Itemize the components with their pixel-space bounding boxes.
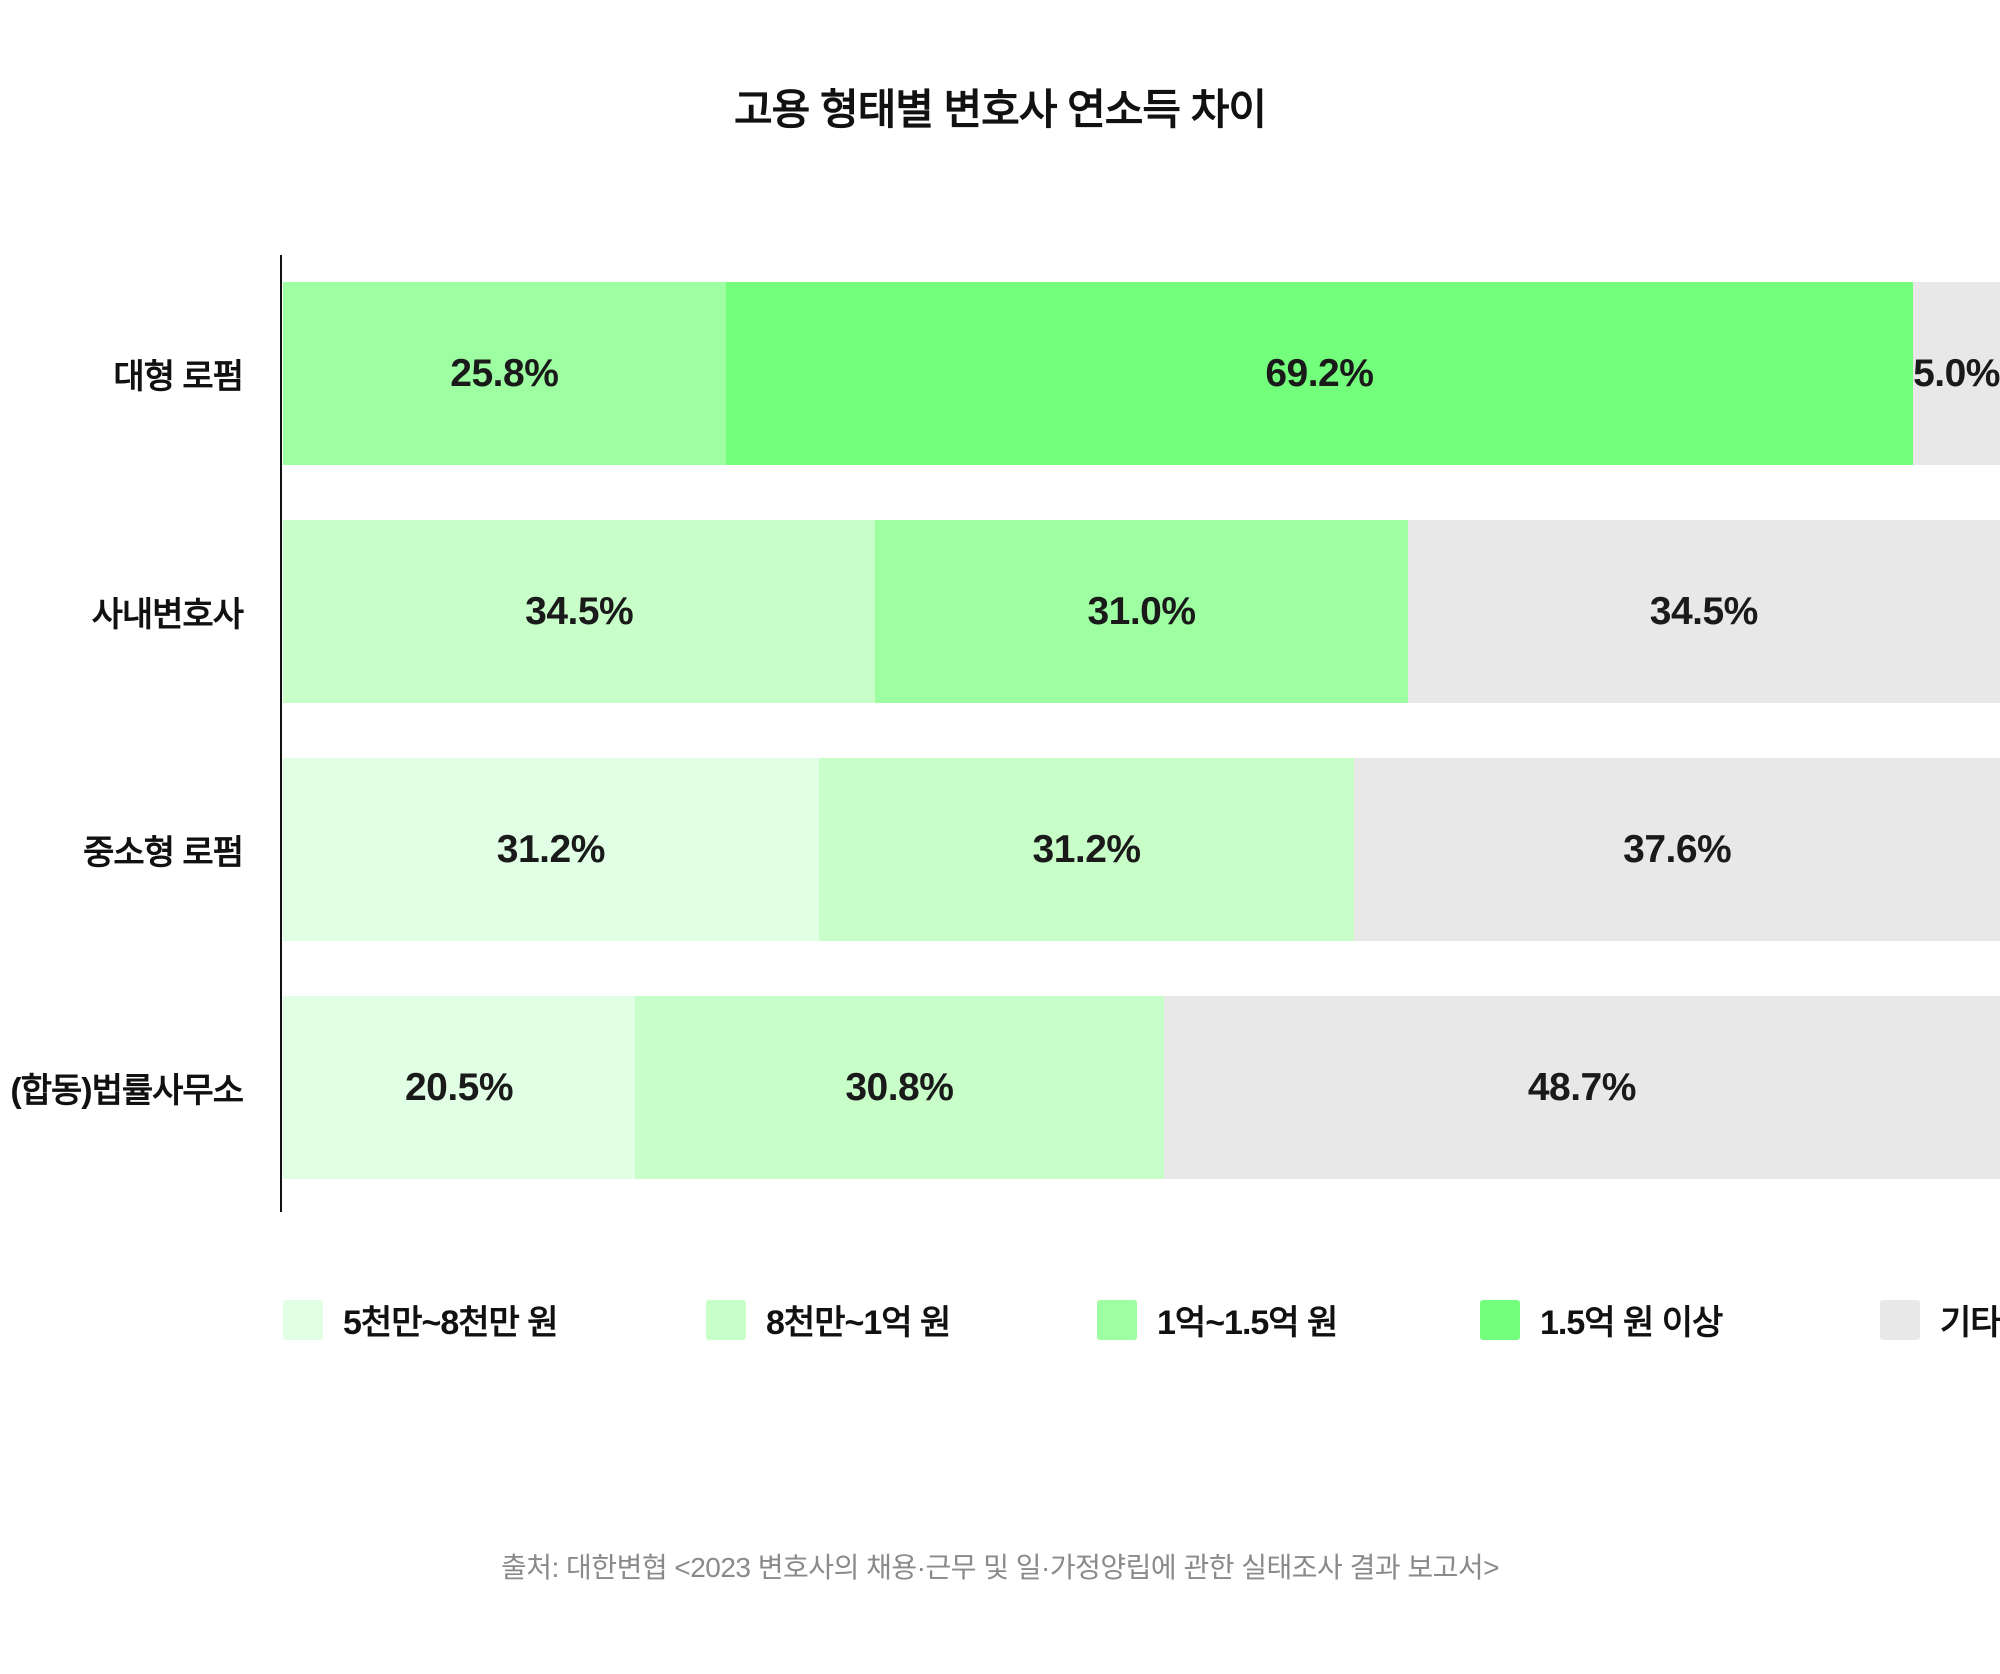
bar-row: 31.2% 31.2% 37.6% [283,758,2000,941]
bar-segment: 34.5% [283,520,876,703]
segment-value-label: 5.0% [1913,351,2000,395]
bar-segment: 31.0% [875,520,1408,703]
segment-value-label: 25.8% [450,351,559,395]
category-label: 대형 로펌 [113,358,244,396]
bar-row: 34.5% 31.0% 34.5% [283,520,2000,703]
segment-value-label: 48.7% [1527,1065,1637,1109]
segment-value-label: 31.2% [496,827,606,871]
legend-swatch [1480,1299,1520,1340]
bar-segment: 34.5% [1407,520,2000,703]
legend-item: 8천만~1억 원 [706,1295,951,1344]
legend-item: 1억~1.5억 원 [1097,1295,1338,1344]
legend-label: 5천만~8천만 원 [343,1304,559,1342]
segment-value-label: 69.2% [1265,351,1374,395]
category-label: 사내변호사 [91,596,244,634]
bar-segment: 25.8% [283,282,726,465]
bar-segment: 5.0% [1913,282,2000,465]
bar-segment: 31.2% [283,758,819,941]
segment-value-label: 30.8% [845,1065,954,1109]
segment-value-label: 34.5% [1649,589,1759,633]
legend: 5천만~8천만 원 8천만~1억 원 1억~1.5억 원 1.5억 원 이상 기타 [0,1295,2000,1342]
segment-value-label: 31.2% [1032,827,1142,871]
legend-label: 1억~1.5억 원 [1157,1304,1338,1342]
legend-label: 8천만~1억 원 [766,1304,951,1342]
segment-value-label: 31.0% [1087,589,1196,633]
legend-swatch [1880,1299,1920,1340]
legend-label: 기타 [1940,1304,2000,1342]
bar-segment: 48.7% [1163,996,2000,1179]
legend-item: 1.5억 원 이상 [1480,1295,1723,1344]
category-label: (합동)법률사무소 [10,1072,244,1110]
segment-value-label: 34.5% [525,589,634,633]
legend-swatch [706,1299,746,1340]
bar-segment: 30.8% [634,996,1164,1179]
y-axis-line [280,255,282,1212]
segment-value-label: 20.5% [404,1065,514,1109]
chart-title: 고용 형태별 변호사 연소득 차이 [734,86,1267,133]
legend-label: 1.5억 원 이상 [1540,1304,1723,1342]
bar-row: 20.5% 30.8% 48.7% [283,996,2000,1179]
bar-row: 25.8% 69.2% 5.0% [283,282,2000,465]
bar-segment: 69.2% [725,282,1914,465]
segment-value-label: 37.6% [1623,827,1732,871]
source-note: 출처: 대한변협 <2023 변호사의 채용·근무 및 일·가정양립에 관한 실… [500,1552,1500,1583]
bar-segment: 20.5% [283,996,635,1179]
bar-segment: 31.2% [818,758,1355,941]
legend-swatch [283,1299,323,1340]
legend-swatch [1097,1299,1137,1340]
legend-item: 기타 [1880,1295,2000,1344]
legend-item: 5천만~8천만 원 [283,1295,559,1344]
bar-segment: 37.6% [1354,758,2000,941]
category-label: 중소형 로펌 [83,834,244,872]
